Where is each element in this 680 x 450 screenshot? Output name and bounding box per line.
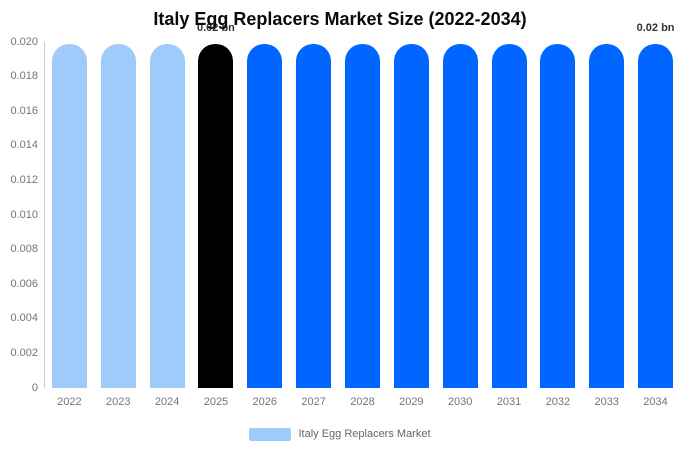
bar-2022[interactable] [51, 44, 87, 388]
bar-2029[interactable] [393, 44, 429, 388]
y-tick-label: 0.014 [10, 139, 38, 151]
y-tick-label: 0.008 [10, 243, 38, 255]
bar-2031[interactable] [491, 44, 527, 388]
x-tick-label: 2023 [106, 396, 131, 408]
bar-slot [338, 44, 387, 388]
x-tick-label: 2033 [594, 396, 619, 408]
bar-slot [240, 44, 289, 388]
bar-2034[interactable] [638, 44, 674, 388]
y-tick-label: 0.004 [10, 312, 38, 324]
x-axis: 2022 2023 2024 2025 2026 2027 2028 2029 2030 2031… [45, 396, 680, 408]
x-tick-label: 2025 [203, 396, 229, 408]
bar-2025[interactable] [198, 44, 234, 388]
bar-2026[interactable] [247, 44, 283, 388]
bar-slot [289, 44, 338, 388]
bar-2023[interactable] [100, 44, 136, 388]
y-axis: 0.020 0.018 0.016 0.014 0.012 0.010 0.008 0.006… [0, 0, 38, 450]
y-tick-label: 0.002 [10, 347, 38, 359]
y-tick-label: 0.006 [10, 278, 38, 290]
legend-label: Italy Egg Replacers Market [298, 428, 431, 440]
x-tick-label: 2032 [545, 396, 571, 408]
bar-slot [143, 44, 192, 388]
plot-area [45, 44, 680, 388]
bar-2032[interactable] [540, 44, 576, 388]
x-tick-label: 2022 [57, 396, 82, 408]
x-tick-label: 2026 [252, 396, 278, 408]
legend[interactable]: Italy Egg Replacers Market [0, 426, 680, 442]
bar-slot [485, 44, 534, 388]
x-tick-label: 2030 [447, 396, 473, 408]
x-tick-label: 2029 [399, 396, 424, 408]
y-tick-label: 0.018 [10, 70, 38, 82]
x-tick-label: 2027 [301, 396, 326, 408]
bar-2024[interactable] [149, 44, 185, 388]
chart-title: Italy Egg Replacers Market Size (2022-20… [153, 9, 527, 29]
x-tick-label: 2031 [496, 396, 522, 408]
y-tick-label: 0.010 [10, 209, 38, 221]
y-tick-label: 0 [31, 382, 38, 394]
bar-slot [387, 44, 436, 388]
bar-slot [582, 44, 631, 388]
bar-slot [631, 44, 680, 388]
bar-2027[interactable] [296, 44, 332, 388]
y-tick-label: 0.012 [10, 174, 38, 186]
y-axis-line [44, 42, 45, 388]
x-tick-label: 2028 [350, 396, 375, 408]
bar-slot [436, 44, 485, 388]
legend-swatch [249, 427, 292, 441]
bar-slot [94, 44, 143, 388]
bar-slot [533, 44, 582, 388]
x-tick-label: 2024 [154, 396, 180, 408]
bar-2030[interactable] [442, 44, 478, 388]
x-tick-label: 2034 [643, 396, 668, 408]
bar-slot [45, 44, 94, 388]
bar-slot [192, 44, 241, 388]
bar-2033[interactable] [589, 44, 625, 388]
y-tick-label: 0.020 [10, 36, 38, 48]
bar-2028[interactable] [344, 44, 380, 388]
y-tick-label: 0.016 [10, 105, 38, 117]
